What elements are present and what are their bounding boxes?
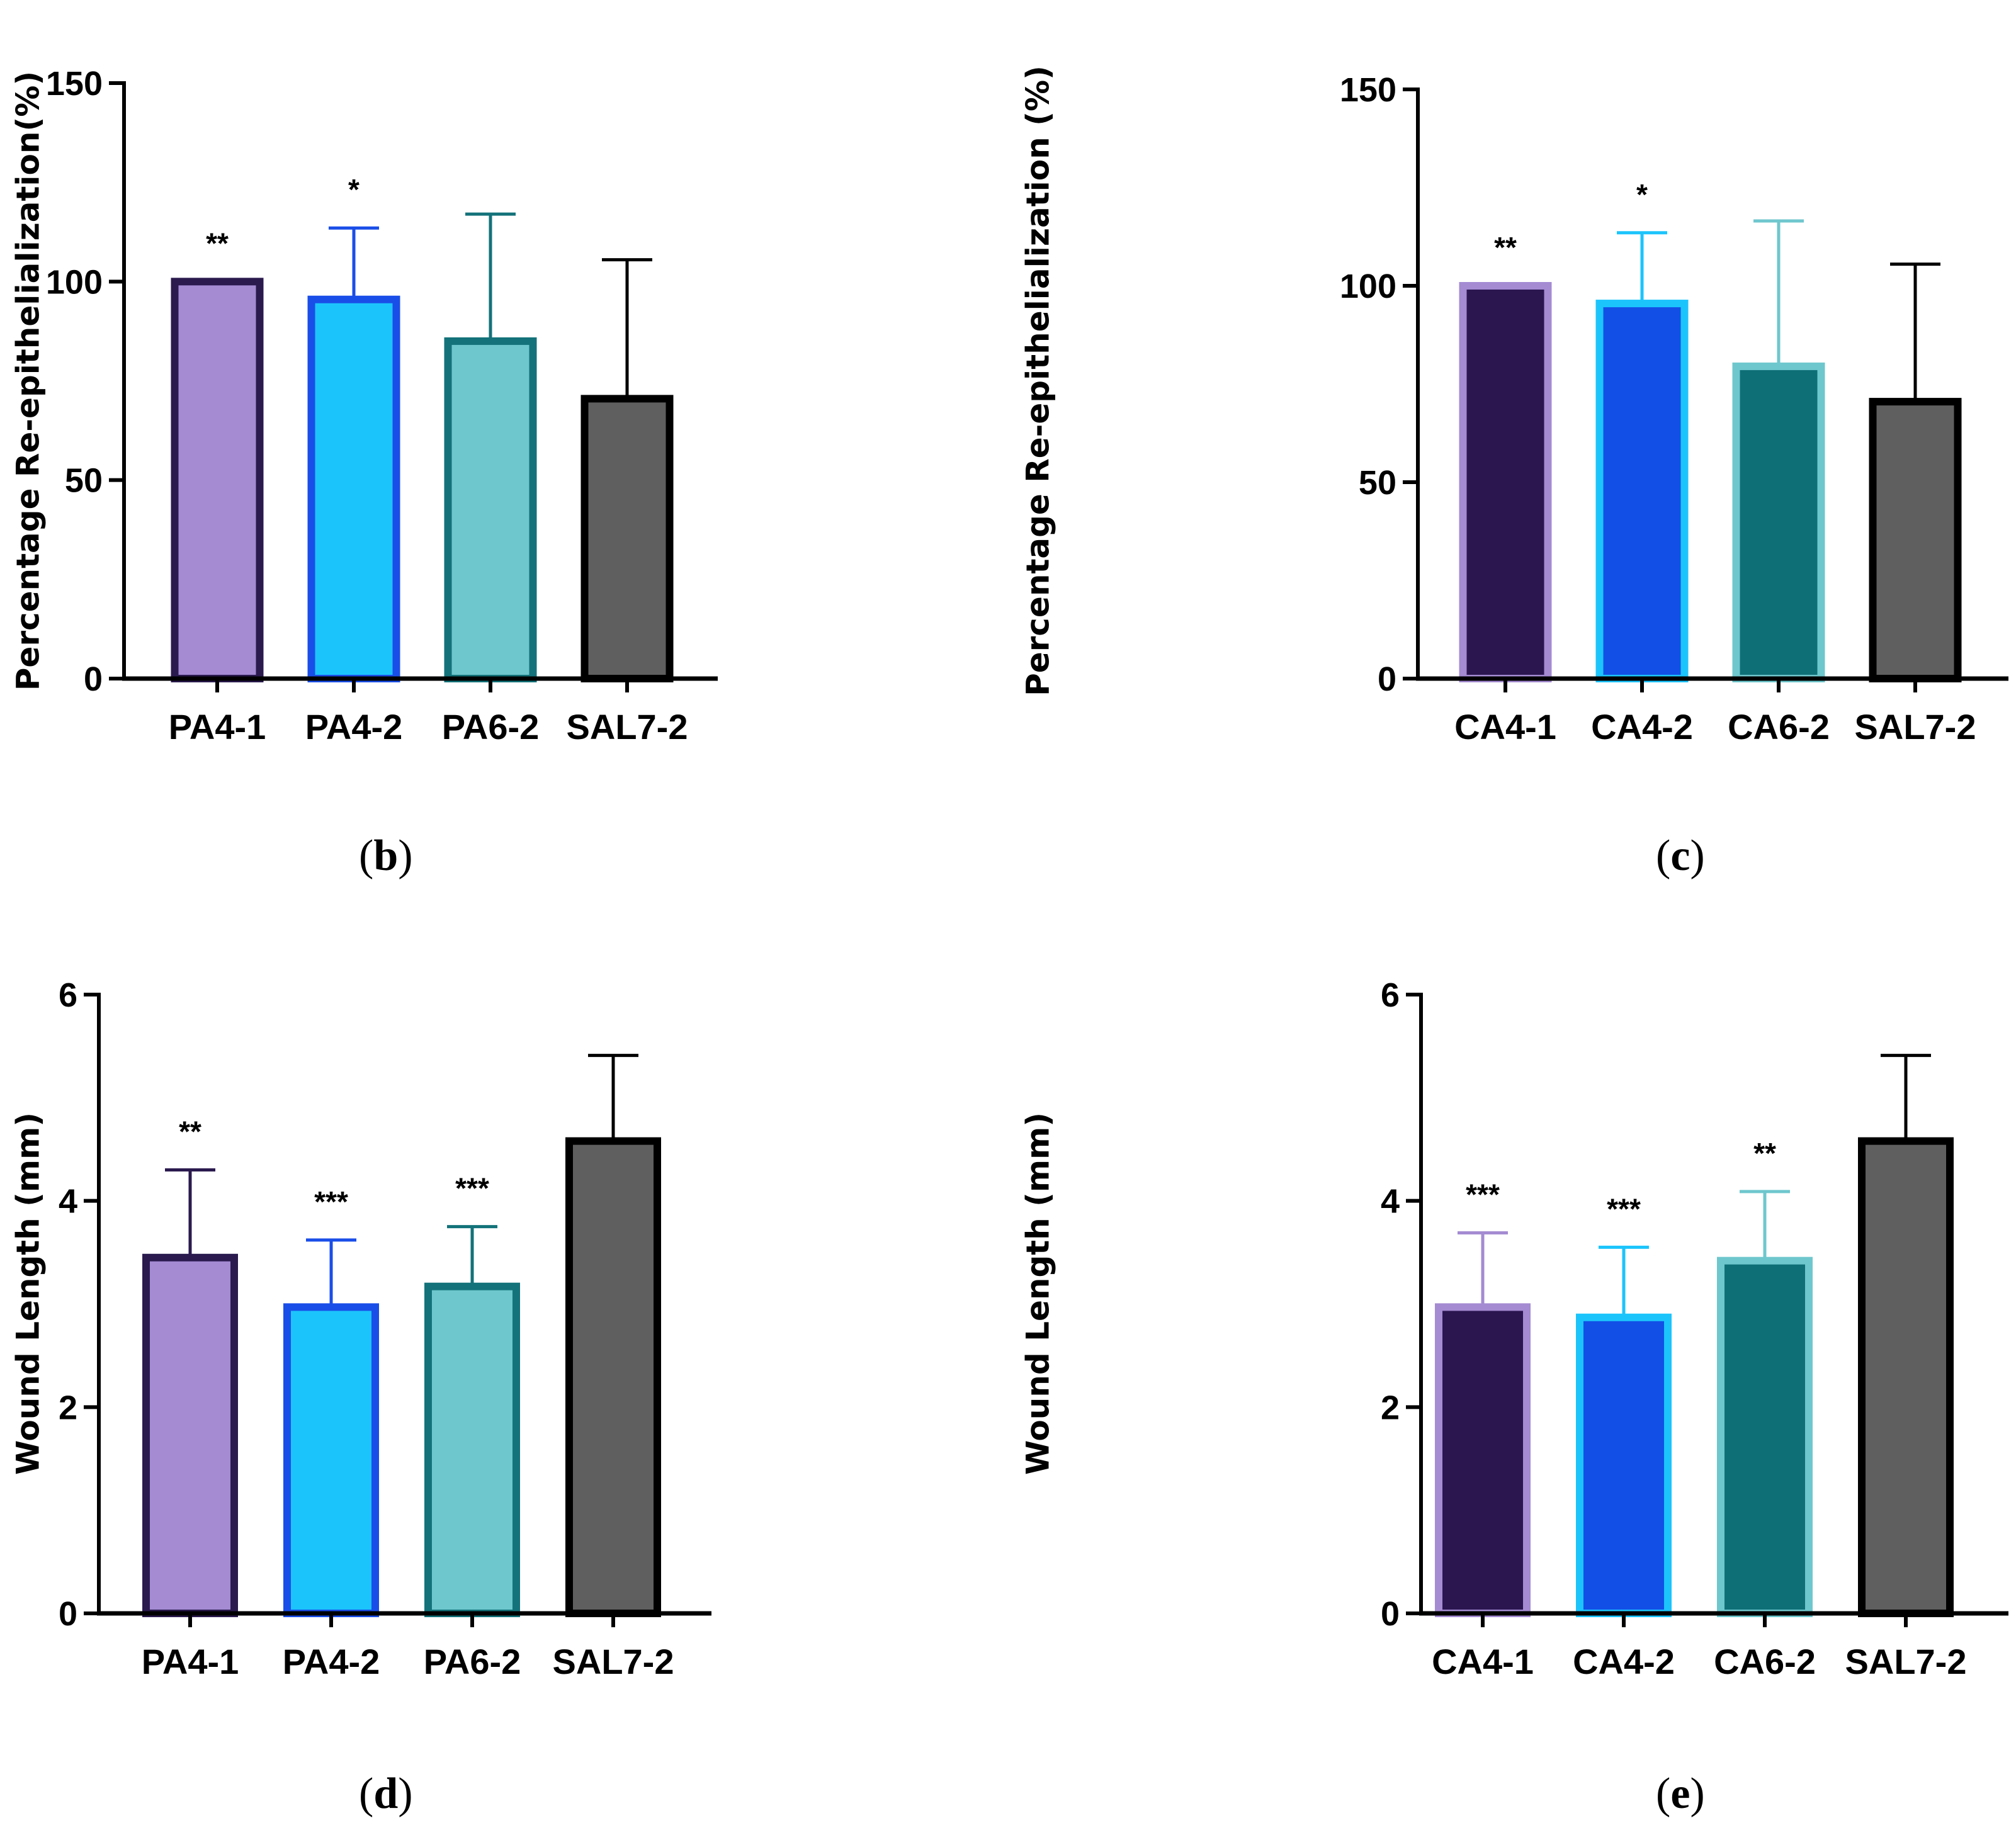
- x-tick-label: PA4-2: [305, 707, 403, 747]
- caption-d: (d): [359, 1769, 413, 1818]
- x-tick-label: SAL7-2: [1855, 707, 1976, 747]
- bar: [1858, 1137, 1954, 1618]
- y-tick-label: 0: [1381, 1595, 1400, 1633]
- bar: [1732, 362, 1825, 682]
- y-tick-label: 6: [1381, 976, 1400, 1014]
- chart-panel-d: Wound Length (mm) ** PA4-1 *** PA4-2 *** PA6-2…: [10, 976, 711, 1681]
- significance-label: ***: [1466, 1178, 1500, 1211]
- x-tick-label: CA4-2: [1573, 1642, 1675, 1681]
- chart-panel-b: Percentage Re-epithelialization(%) ** PA4-…: [10, 65, 718, 747]
- y-tick-label: 100: [1340, 268, 1396, 305]
- x-tick-label: SAL7-2: [1845, 1642, 1967, 1681]
- x-tick-label: PA6-2: [442, 707, 540, 747]
- bar: [1595, 300, 1689, 682]
- bar: [1869, 398, 1962, 683]
- caption-b: (b): [359, 832, 413, 880]
- x-tick-label: CA6-2: [1714, 1642, 1816, 1681]
- x-tick-label: CA4-1: [1432, 1642, 1534, 1681]
- significance-label: *: [348, 173, 360, 206]
- bar: [1576, 1313, 1672, 1617]
- bar: [283, 1303, 379, 1617]
- chart-panel-e: Wound Length (mm) *** CA4-1 *** CA4-2 ** CA6-2…: [1020, 976, 2008, 1681]
- x-tick-label: CA4-1: [1454, 707, 1556, 747]
- bar: [1717, 1256, 1813, 1617]
- significance-label: **: [179, 1115, 201, 1148]
- y-tick-label: 150: [46, 65, 103, 103]
- bar: [142, 1253, 238, 1617]
- bar: [1459, 282, 1552, 682]
- y-tick-label: 100: [46, 263, 103, 301]
- x-tick-label: SAL7-2: [553, 1642, 674, 1681]
- caption-e: (e): [1656, 1769, 1705, 1818]
- x-tick-label: CA6-2: [1728, 707, 1830, 747]
- significance-label: ***: [455, 1172, 489, 1205]
- caption-c: (c): [1656, 832, 1705, 880]
- x-tick-label: SAL7-2: [567, 707, 688, 747]
- x-tick-label: PA4-1: [169, 707, 266, 747]
- x-tick-label: PA6-2: [424, 1642, 521, 1681]
- y-axis-label: Wound Length (mm): [1020, 1112, 1056, 1475]
- y-tick-label: 2: [1381, 1389, 1400, 1426]
- y-tick-label: 0: [59, 1595, 77, 1633]
- significance-label: **: [206, 227, 229, 259]
- x-tick-label: PA4-2: [283, 1642, 380, 1681]
- significance-label: **: [1753, 1137, 1776, 1170]
- bar: [444, 337, 537, 682]
- y-axis-label: Percentage Re-epithelialization (%): [1020, 65, 1056, 696]
- bar: [424, 1282, 520, 1617]
- y-axis-label: Percentage Re-epithelialization(%): [10, 71, 47, 691]
- bar: [1435, 1303, 1531, 1617]
- significance-label: ***: [314, 1185, 348, 1218]
- y-tick-label: 4: [1381, 1183, 1400, 1221]
- chart-panel-c: Percentage Re-epithelialization (%) ** CA4…: [1020, 65, 2008, 747]
- x-tick-label: PA4-1: [142, 1642, 239, 1681]
- bar: [307, 295, 400, 683]
- bar: [565, 1137, 661, 1618]
- y-tick-label: 0: [1378, 660, 1396, 698]
- x-tick-label: CA4-2: [1591, 707, 1693, 747]
- y-tick-label: 50: [1359, 464, 1396, 502]
- bar: [580, 395, 674, 682]
- y-tick-label: 4: [59, 1183, 77, 1221]
- bar: [171, 278, 264, 683]
- significance-label: **: [1494, 231, 1517, 264]
- y-tick-label: 50: [65, 462, 103, 500]
- y-tick-label: 2: [59, 1389, 77, 1426]
- y-axis-label: Wound Length (mm): [10, 1112, 47, 1475]
- significance-label: *: [1636, 178, 1648, 211]
- y-tick-label: 150: [1340, 71, 1396, 109]
- y-tick-label: 0: [84, 660, 103, 698]
- y-tick-label: 6: [59, 976, 77, 1014]
- significance-label: ***: [1607, 1192, 1641, 1225]
